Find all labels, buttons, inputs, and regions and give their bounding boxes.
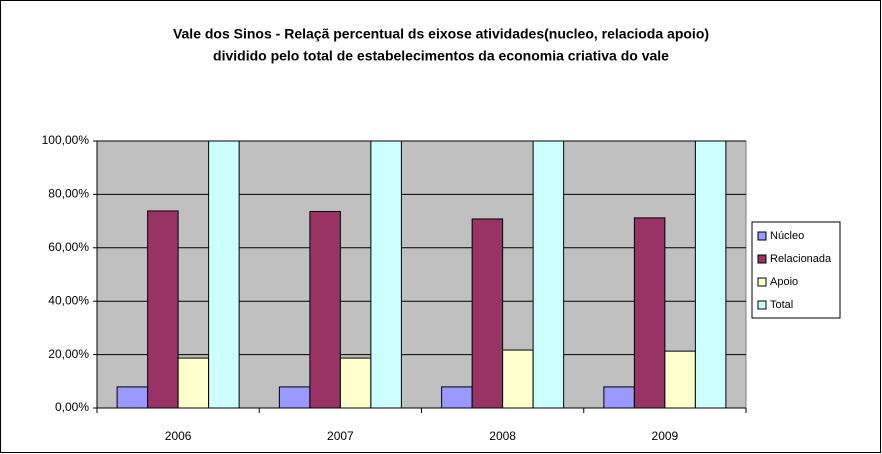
- y-tick-label: 100,00%: [42, 133, 90, 147]
- bar: [370, 140, 402, 409]
- x-tick-label: 2006: [165, 429, 192, 443]
- y-tick-label: 60,00%: [48, 240, 89, 254]
- bar: [339, 357, 372, 409]
- bar: [532, 140, 565, 409]
- x-tick-label: 2009: [652, 429, 679, 443]
- legend-swatch: [757, 254, 767, 264]
- legend-swatch: [757, 231, 767, 241]
- bar: [471, 218, 504, 409]
- bar: [441, 386, 473, 409]
- legend-label: Apoio: [770, 276, 798, 288]
- y-tick-label: 40,00%: [48, 293, 89, 307]
- bar: [177, 357, 210, 409]
- legend-swatch: [757, 300, 767, 310]
- bar: [502, 349, 534, 409]
- legend-label: Núcleo: [770, 230, 804, 242]
- bar: [309, 210, 341, 409]
- x-tick-label: 2008: [489, 429, 516, 443]
- bar: [147, 210, 179, 409]
- y-tick-label: 20,00%: [48, 347, 89, 361]
- y-tick-label: 0,00%: [55, 400, 89, 414]
- bar: [278, 386, 311, 409]
- chart-title: dividido pelo total de estabelecimentos …: [213, 48, 669, 64]
- legend-box: [751, 221, 841, 319]
- bar: [116, 386, 149, 409]
- bar: [633, 217, 666, 409]
- legend-label: Relacionada: [770, 253, 832, 265]
- bar: [603, 386, 635, 409]
- bar: [664, 350, 696, 409]
- x-tick-label: 2007: [327, 429, 354, 443]
- chart-title: Vale dos Sinos - Relaçã percentual ds ei…: [173, 26, 709, 42]
- bar: [208, 140, 240, 409]
- legend-label: Total: [770, 299, 793, 311]
- legend-swatch: [757, 277, 767, 287]
- bar: [694, 140, 727, 409]
- y-tick-label: 80,00%: [48, 187, 89, 201]
